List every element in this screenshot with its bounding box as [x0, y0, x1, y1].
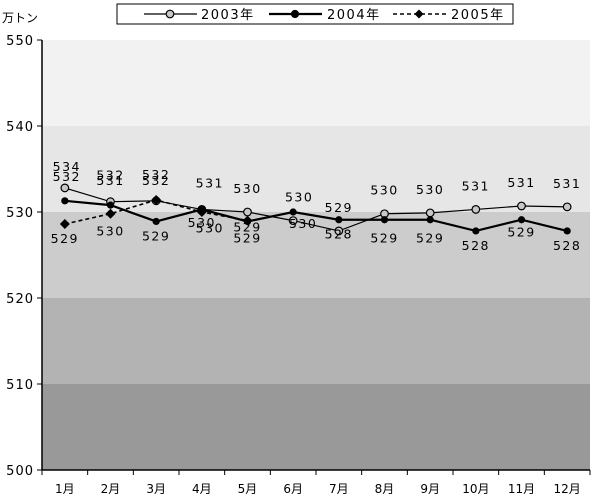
data-point-open-circle	[334, 226, 344, 236]
y-tick-label: 550	[6, 34, 34, 49]
legend: 2003年 2004年 2005年	[116, 3, 514, 25]
data-point-filled-circle	[563, 227, 571, 235]
x-tick-label: 6月	[283, 482, 303, 496]
x-tick-label: 3月	[146, 482, 166, 496]
x-axis: 1月 2月 3月 4月 5月 6月 7月 8月 9月 10月 11月 12月	[41, 470, 591, 496]
legend-label-2004: 2004年	[327, 8, 381, 23]
data-label: 531	[196, 175, 224, 190]
data-label: 530	[416, 182, 444, 197]
legend-entry-2004: 2004年	[269, 8, 381, 23]
data-label: 532	[96, 168, 124, 183]
data-label: 532	[53, 169, 81, 184]
y-axis-unit-label: 万トン	[2, 11, 38, 25]
series-line-1	[64, 187, 568, 232]
data-point-filled-circle	[289, 208, 297, 216]
data-label: 529	[51, 231, 79, 246]
data-point-filled-circle	[472, 227, 480, 235]
data-point-diamond	[59, 219, 70, 230]
data-point-filled-circle	[335, 216, 343, 224]
data-point-open-circle	[471, 205, 481, 214]
data-label: 529	[507, 225, 535, 240]
background-band	[42, 384, 590, 470]
data-point-open-circle	[243, 207, 252, 217]
data-point-diamond	[196, 207, 207, 217]
data-label: 531	[462, 178, 490, 193]
x-tick-label: 4月	[192, 482, 212, 496]
data-label: 530	[370, 183, 398, 198]
legend-entry-2003: 2003年	[144, 8, 255, 23]
data-label: 529	[142, 228, 170, 243]
data-label: 528	[462, 238, 490, 253]
x-tick-label: 2月	[101, 482, 121, 496]
data-label: 532	[142, 167, 170, 182]
legend-label-2003: 2003年	[201, 8, 255, 23]
x-tick-label: 12月	[554, 482, 581, 496]
x-tick-label: 9月	[420, 482, 440, 496]
data-label: 532	[142, 173, 170, 188]
y-tick-label: 520	[6, 292, 34, 307]
data-label: 530	[96, 224, 124, 239]
data-point-filled-circle	[426, 216, 434, 224]
data-point-filled-circle	[152, 217, 160, 226]
x-tick-label: 7月	[329, 482, 349, 496]
data-point-filled-circle	[517, 216, 526, 224]
legend-marker-diamond	[414, 9, 424, 19]
data-point-filled-circle	[106, 201, 115, 209]
background-band	[42, 298, 590, 384]
data-label: 531	[96, 173, 124, 188]
data-label: 529	[416, 231, 444, 246]
x-tick-label: 8月	[375, 482, 395, 496]
data-point-open-circle	[288, 216, 298, 226]
data-label: 530	[188, 215, 216, 230]
legend-entry-2005: 2005年	[393, 8, 505, 23]
y-tick-label: 510	[6, 378, 34, 393]
y-tick-label: 530	[6, 206, 34, 221]
series-line-2	[64, 199, 568, 233]
data-label: 530	[285, 190, 313, 205]
data-label: 529	[370, 231, 398, 246]
data-point-diamond	[105, 208, 116, 219]
data-point-filled-circle	[61, 197, 69, 205]
background-bands	[42, 40, 590, 470]
data-label: 530	[233, 181, 261, 196]
data-point-open-circle	[562, 202, 572, 212]
data-label: 528	[553, 238, 581, 253]
data-label: 529	[325, 200, 353, 215]
x-tick-label: 11月	[508, 482, 535, 496]
data-point-diamond	[242, 215, 253, 226]
y-axis: 500 510 520 530 540 550	[6, 34, 42, 479]
background-band	[42, 126, 590, 212]
data-label: 529	[233, 231, 261, 246]
series-layer	[59, 183, 572, 236]
data-point-open-circle	[60, 183, 70, 193]
data-label: 531	[553, 176, 581, 191]
y-tick-label: 540	[6, 120, 34, 135]
data-label: 534	[53, 159, 81, 174]
data-point-diamond	[151, 194, 162, 205]
x-tick-label: 5月	[238, 482, 258, 496]
background-band	[42, 40, 590, 126]
x-tick-label: 10月	[462, 482, 489, 496]
legend-marker-open-circle	[165, 9, 175, 19]
data-label: 528	[325, 227, 353, 242]
legend-label-2005: 2005年	[451, 8, 505, 23]
data-point-open-circle	[517, 201, 526, 211]
legend-marker-filled-circle	[290, 9, 300, 19]
data-label: 531	[507, 175, 535, 190]
data-point-filled-circle	[380, 216, 389, 224]
y-tick-label: 500	[6, 464, 34, 479]
data-label: 530	[289, 216, 317, 231]
data-point-open-circle	[425, 208, 435, 218]
data-label: 529	[233, 219, 261, 234]
x-tick-label: 1月	[55, 482, 75, 496]
data-label: 530	[196, 220, 224, 235]
